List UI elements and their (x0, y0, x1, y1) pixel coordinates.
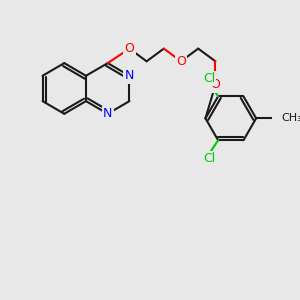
Text: O: O (176, 55, 186, 68)
Text: CH₃: CH₃ (281, 113, 300, 123)
Text: O: O (124, 42, 134, 55)
Text: O: O (211, 78, 220, 91)
Text: Cl: Cl (203, 72, 215, 85)
Text: Cl: Cl (203, 152, 215, 165)
Text: N: N (103, 107, 112, 120)
Text: N: N (125, 69, 134, 82)
